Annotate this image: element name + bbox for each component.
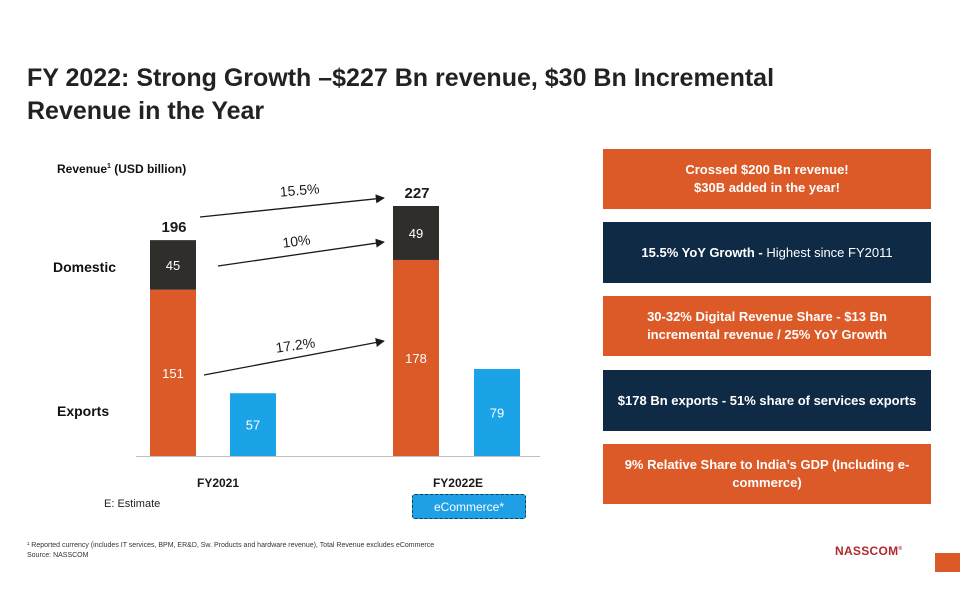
growth-label-exports: 17.2% [275,334,317,355]
revenue-axis-label: Revenue1 (USD billion) [57,162,186,176]
bar-label-ecommerce-fy2021: 57 [246,418,260,433]
nasscom-logo: NASSCOM® [835,544,902,558]
bar-label-domestic-fy2021: 45 [166,258,180,273]
growth-label-domestic: 10% [282,231,312,250]
footnote-line-1: ¹ Reported currency (includes IT service… [27,542,435,549]
panel-2-normal: Highest since FY2011 [766,244,893,260]
panel-4-text: $178 Bn exports - 51% share of services … [617,392,917,408]
title-line-2: Revenue in the Year [27,97,265,125]
title-line-1: FY 2022: Strong Growth –$227 Bn revenue,… [27,64,775,92]
panel-1-text: Crossed $200 Bn revenue! $30B added in t… [685,162,849,195]
highlight-panel-2: 15.5% YoY Growth - Highest since FY2011 [603,222,931,283]
bar-ecommerce-fy2022e [474,368,520,456]
highlight-panel-5: 9% Relative Share to India’s GDP (Includ… [603,444,931,504]
corner-accent [935,553,960,572]
x-tick-label-fy2021: FY2021 [197,476,239,490]
bar-exports-fy2021 [150,289,196,456]
panel-3-text: 30-32% Digital Revenue Share - $13 Bn in… [647,309,887,342]
highlight-panel-3: 30-32% Digital Revenue Share - $13 Bn in… [603,296,931,356]
revenue-bar-chart: 151 45 196 57 FY2021 178 49 227 79 FY2022E 15.5% 10… [136,180,540,490]
panel-5-text: 9% Relative Share to India’s GDP (Includ… [624,457,910,490]
growth-label-total: 15.5% [279,180,320,199]
footnote-line-2: Source: NASSCOM [27,552,89,559]
ecommerce-badge: eCommerce* [412,494,526,519]
bar-domestic-fy2021 [150,240,196,290]
revenue-label-text: Revenue [57,162,108,176]
bar-label-domestic-fy2022e: 49 [409,226,423,241]
page-title: FY 2022: Strong Growth –$227 Bn revenue,… [27,62,927,128]
estimate-note: E: Estimate [104,498,161,510]
total-label-fy2022e: 227 [404,185,429,202]
highlight-panel-4: $178 Bn exports - 51% share of services … [603,370,931,431]
row-label-domestic: Domestic [53,259,117,275]
growth-arrow-domestic [217,238,385,267]
bar-label-ecommerce-fy2022e: 79 [490,405,504,420]
revenue-unit: (USD billion) [110,162,187,176]
growth-arrow-exports [203,338,385,376]
bar-label-exports-fy2022e: 178 [405,351,427,366]
revenue-footnote-mark: 1 [107,163,111,170]
bar-exports-fy2022e [393,259,439,456]
bar-ecommerce-fy2021 [230,393,276,456]
total-label-fy2021: 196 [161,219,186,236]
bar-label-exports-fy2021: 151 [162,366,184,381]
logo-text: NASSCOM [835,544,899,558]
highlight-panel-1: Crossed $200 Bn revenue! $30B added in t… [603,149,931,209]
row-label-exports: Exports [57,403,110,419]
growth-arrow-total [199,194,385,218]
footnote: ¹ Reported currency (includes IT service… [27,541,434,561]
panel-2-bold: 15.5% YoY Growth - [641,244,767,260]
x-tick-label-fy2022e: FY2022E [433,476,483,490]
logo-registered-mark: ® [898,546,903,552]
bar-domestic-fy2022e [393,206,439,260]
